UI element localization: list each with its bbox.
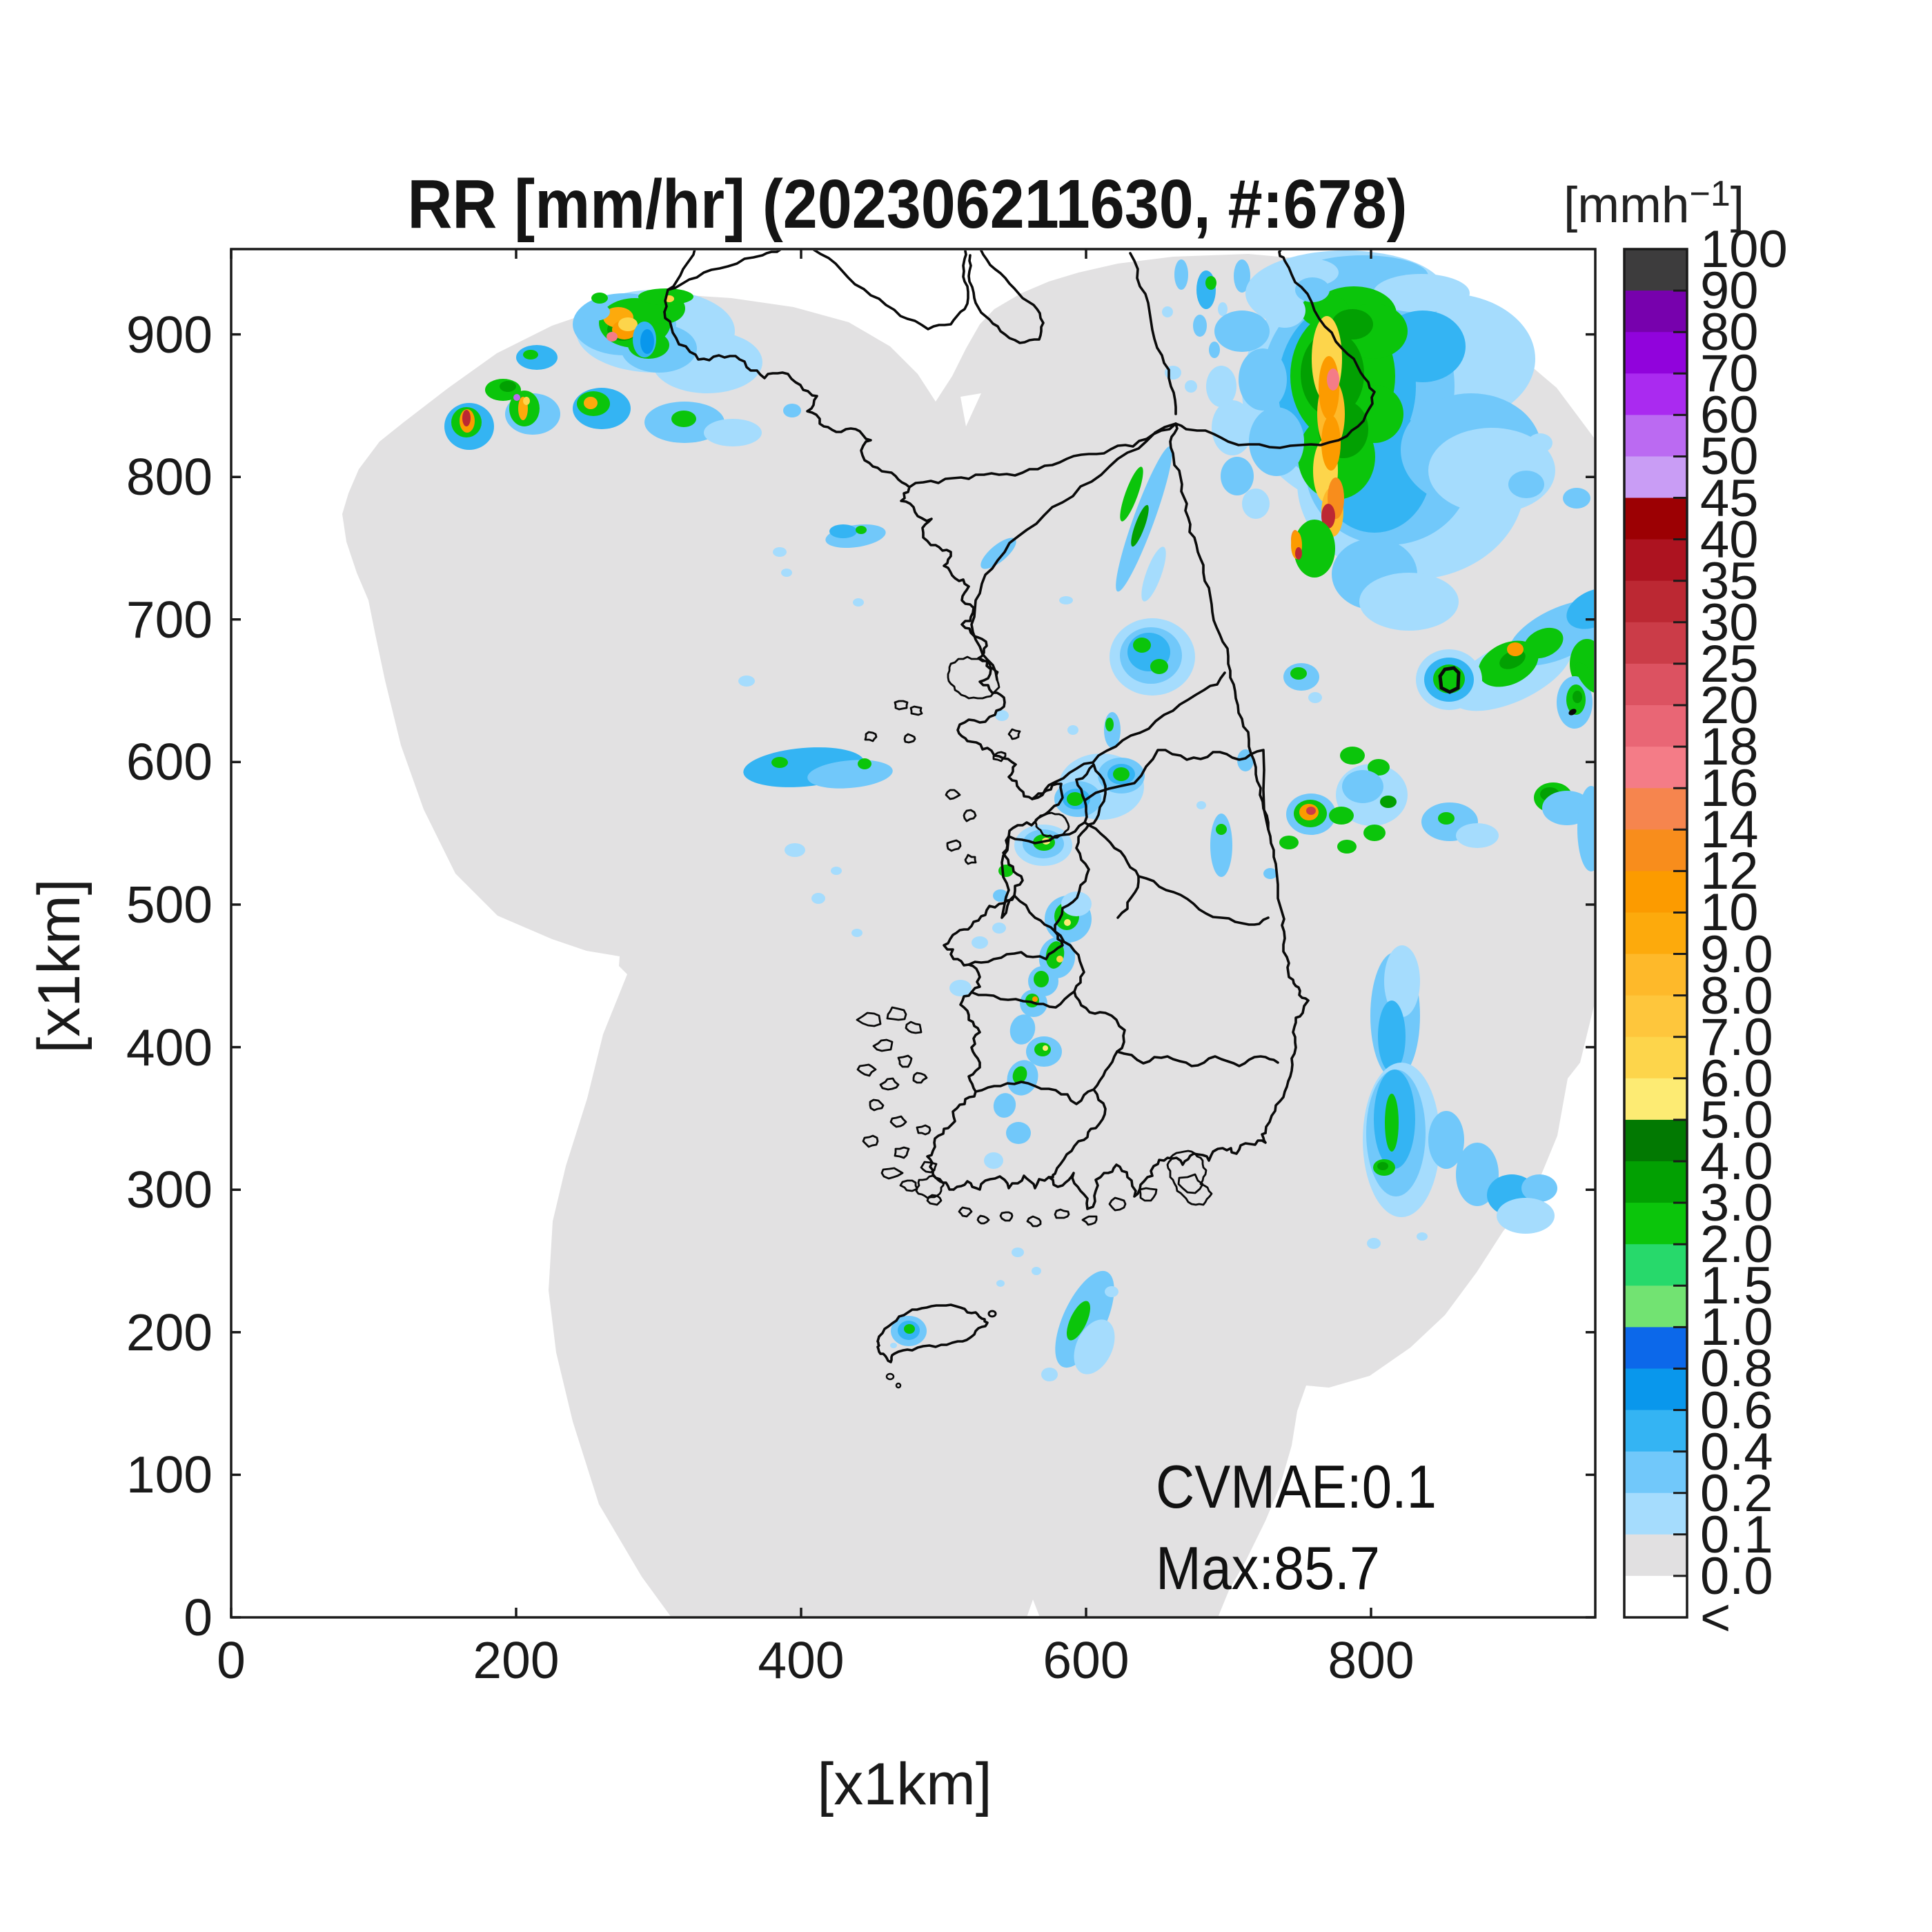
svg-text:RR [mm/hr] (202306211630, #:67: RR [mm/hr] (202306211630, #:678) bbox=[408, 166, 1408, 243]
svg-text:3.0: 3.0 bbox=[1700, 1174, 1773, 1232]
svg-text:60: 60 bbox=[1700, 386, 1759, 444]
svg-text:1.5: 1.5 bbox=[1700, 1256, 1773, 1315]
svg-text:50: 50 bbox=[1700, 427, 1759, 486]
svg-text:16: 16 bbox=[1700, 759, 1759, 818]
svg-text:<: < bbox=[1700, 1588, 1731, 1647]
svg-text:80: 80 bbox=[1700, 303, 1759, 362]
svg-text:CVMAE:0.1: CVMAE:0.1 bbox=[1156, 1452, 1437, 1521]
svg-text:30: 30 bbox=[1700, 593, 1759, 652]
svg-text:20: 20 bbox=[1700, 676, 1759, 735]
svg-text:[x1km]: [x1km] bbox=[26, 878, 92, 1053]
svg-text:0.4: 0.4 bbox=[1700, 1423, 1773, 1481]
svg-text:1.0: 1.0 bbox=[1700, 1298, 1773, 1357]
svg-text:[x1km]: [x1km] bbox=[817, 1751, 992, 1817]
svg-text:12: 12 bbox=[1700, 842, 1759, 900]
svg-text:14: 14 bbox=[1700, 800, 1759, 859]
svg-text:700: 700 bbox=[126, 591, 213, 649]
svg-text:0: 0 bbox=[217, 1631, 246, 1689]
svg-text:40: 40 bbox=[1700, 511, 1759, 569]
svg-text:45: 45 bbox=[1700, 469, 1759, 528]
svg-text:70: 70 bbox=[1700, 344, 1759, 403]
svg-text:500: 500 bbox=[126, 876, 213, 934]
svg-text:0.2: 0.2 bbox=[1700, 1464, 1773, 1523]
svg-text:0.0: 0.0 bbox=[1700, 1547, 1773, 1606]
svg-text:4.0: 4.0 bbox=[1700, 1132, 1773, 1191]
svg-text:600: 600 bbox=[1043, 1631, 1129, 1689]
svg-text:5.0: 5.0 bbox=[1700, 1091, 1773, 1150]
svg-text:300: 300 bbox=[126, 1161, 213, 1219]
svg-text:400: 400 bbox=[126, 1018, 213, 1076]
svg-text:0.1: 0.1 bbox=[1700, 1506, 1773, 1564]
svg-text:100: 100 bbox=[1700, 220, 1788, 279]
svg-text:Max:85.7: Max:85.7 bbox=[1156, 1534, 1380, 1602]
svg-text:600: 600 bbox=[126, 733, 213, 791]
svg-text:7.0: 7.0 bbox=[1700, 1008, 1773, 1067]
svg-text:0.6: 0.6 bbox=[1700, 1381, 1773, 1440]
svg-text:6.0: 6.0 bbox=[1700, 1049, 1773, 1108]
svg-text:35: 35 bbox=[1700, 552, 1759, 611]
svg-text:25: 25 bbox=[1700, 635, 1759, 693]
svg-text:100: 100 bbox=[126, 1446, 213, 1504]
svg-text:9.0: 9.0 bbox=[1700, 925, 1773, 984]
svg-text:200: 200 bbox=[126, 1303, 213, 1361]
svg-text:800: 800 bbox=[126, 448, 213, 506]
svg-text:400: 400 bbox=[758, 1631, 844, 1689]
svg-text:90: 90 bbox=[1700, 262, 1759, 320]
svg-text:0: 0 bbox=[184, 1588, 213, 1646]
svg-text:0.8: 0.8 bbox=[1700, 1339, 1773, 1398]
svg-text:900: 900 bbox=[126, 306, 213, 364]
svg-text:10: 10 bbox=[1700, 883, 1759, 942]
svg-text:800: 800 bbox=[1328, 1631, 1414, 1689]
svg-text:18: 18 bbox=[1700, 718, 1759, 776]
svg-text:200: 200 bbox=[473, 1631, 559, 1689]
svg-text:2.0: 2.0 bbox=[1700, 1215, 1773, 1274]
svg-text:8.0: 8.0 bbox=[1700, 967, 1773, 1025]
